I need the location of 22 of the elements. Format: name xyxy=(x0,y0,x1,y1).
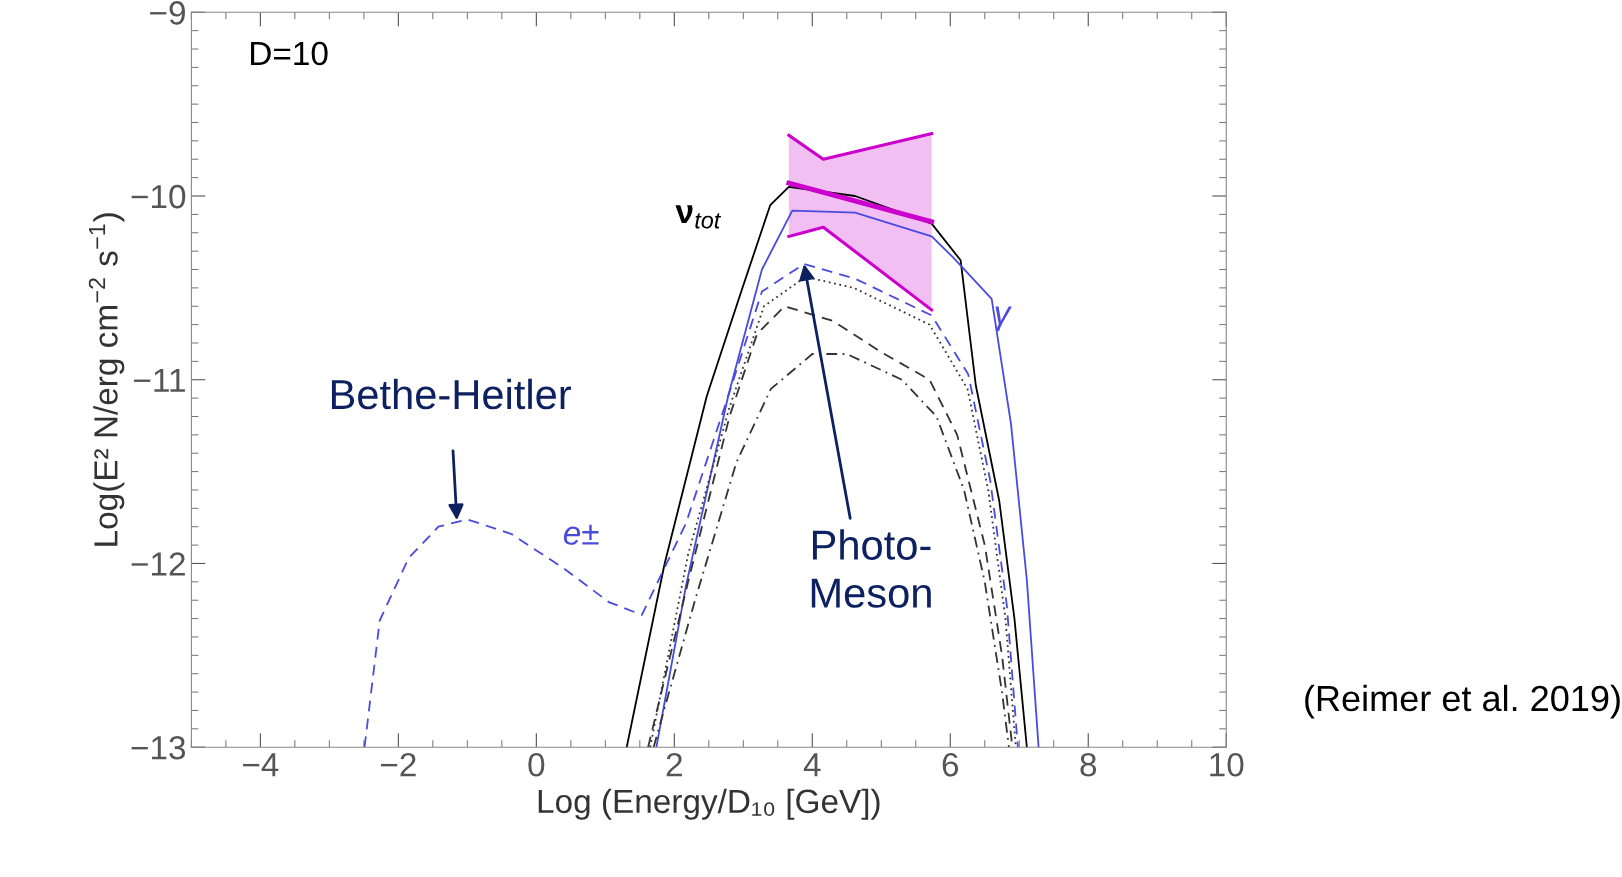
y-tick-label: −11 xyxy=(134,368,185,392)
x-tick-label: −4 xyxy=(243,753,279,777)
x-tick-label: −2 xyxy=(381,752,416,777)
x-tick-label: 0 xyxy=(528,752,545,777)
x-axis-title: Log (Energy/D₁₀ [GeV]) xyxy=(538,788,880,820)
annotation: Photo- Meson xyxy=(811,529,931,608)
series-label: ν$_{tot}$ xyxy=(675,205,722,229)
y-tick-label: −10 xyxy=(131,184,186,209)
x-tick-label: 4 xyxy=(803,753,821,777)
annotation: D=10 xyxy=(251,41,328,66)
series-label: γ xyxy=(995,306,1012,331)
text: (Reimer et al. 2019) xyxy=(1305,684,1620,719)
x-tick-label: 6 xyxy=(942,752,959,777)
y-axis-title: Log(E² N/erg cm$^{−2}$ s$^{−1}$) xyxy=(88,213,125,546)
x-tick-label: 10 xyxy=(1210,752,1244,777)
x-tick-label: 2 xyxy=(666,752,682,777)
series-label: e± xyxy=(563,524,599,545)
x-tick-label: 8 xyxy=(1080,752,1097,777)
y-tick-label: −13 xyxy=(131,736,186,760)
annotation: Bethe-Heitler xyxy=(331,378,571,410)
y-tick-label: −9 xyxy=(150,1,185,25)
y-tick-label: −12 xyxy=(131,552,185,576)
